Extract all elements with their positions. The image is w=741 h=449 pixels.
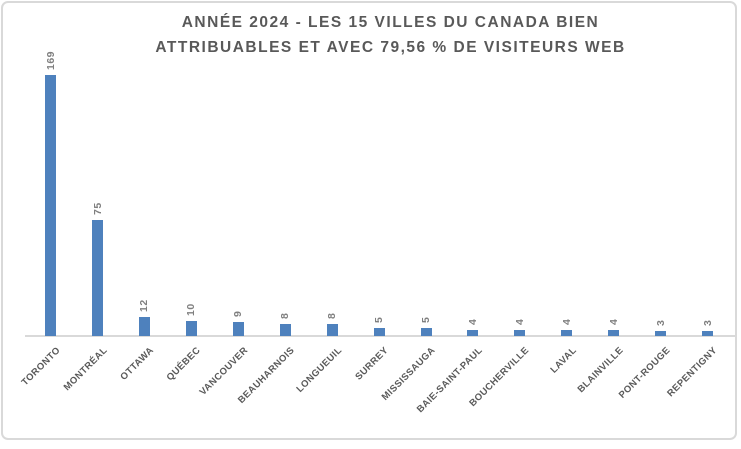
bar xyxy=(185,321,197,336)
bar-value-label: 4 xyxy=(466,318,479,325)
x-axis-label: MONTRÉAL xyxy=(61,345,110,394)
bar-value-label: 3 xyxy=(654,319,667,326)
bar-value-label: 12 xyxy=(138,299,151,312)
x-axis-line xyxy=(25,335,735,337)
bar xyxy=(92,220,104,336)
bar xyxy=(420,328,432,336)
bar-value-label: 9 xyxy=(232,310,245,317)
chart-title-line2: ATTRIBUABLES ET AVEC 79,56 % DE VISITEUR… xyxy=(155,39,626,56)
bar xyxy=(514,330,526,336)
x-axis-label: QUÉBEC xyxy=(164,345,204,384)
bar xyxy=(232,322,244,336)
x-axis-label: OTTAWA xyxy=(118,345,157,383)
bar-value-label: 5 xyxy=(420,316,433,323)
x-axis-label: LAVAL xyxy=(548,345,579,376)
bar xyxy=(45,75,57,336)
bar-value-label: 75 xyxy=(91,202,104,215)
bar-value-label: 4 xyxy=(513,318,526,325)
bar xyxy=(326,324,338,336)
bar xyxy=(561,330,573,336)
bar-value-label: 8 xyxy=(326,312,339,319)
chart-title-line1: ANNÉE 2024 - LES 15 VILLES DU CANADA BIE… xyxy=(181,14,600,31)
x-axis-label: SURREY xyxy=(353,345,391,383)
chart-title: ANNÉE 2024 - LES 15 VILLES DU CANADA BIE… xyxy=(40,10,741,60)
bar-value-label: 10 xyxy=(185,303,198,316)
bar-value-label: 3 xyxy=(701,319,714,326)
x-axis-label: REPENTIGNY xyxy=(665,345,720,400)
bar xyxy=(655,331,667,336)
bar-value-label: 4 xyxy=(607,318,620,325)
x-axis-label: TORONTO xyxy=(19,345,63,389)
bar xyxy=(138,317,150,336)
bar xyxy=(467,330,479,336)
x-axis-label: VANCOUVER xyxy=(197,345,251,398)
x-axis-label: LONGUEUIL xyxy=(294,345,344,395)
bar xyxy=(702,331,714,336)
bar-value-label: 8 xyxy=(279,312,292,319)
x-axis-label: BLAINVILLE xyxy=(575,345,626,396)
bar-value-label: 4 xyxy=(560,318,573,325)
bar xyxy=(373,328,385,336)
bar xyxy=(279,324,291,336)
bar xyxy=(608,330,620,336)
bar-value-label: 5 xyxy=(373,316,386,323)
bar-value-label: 169 xyxy=(44,50,57,70)
